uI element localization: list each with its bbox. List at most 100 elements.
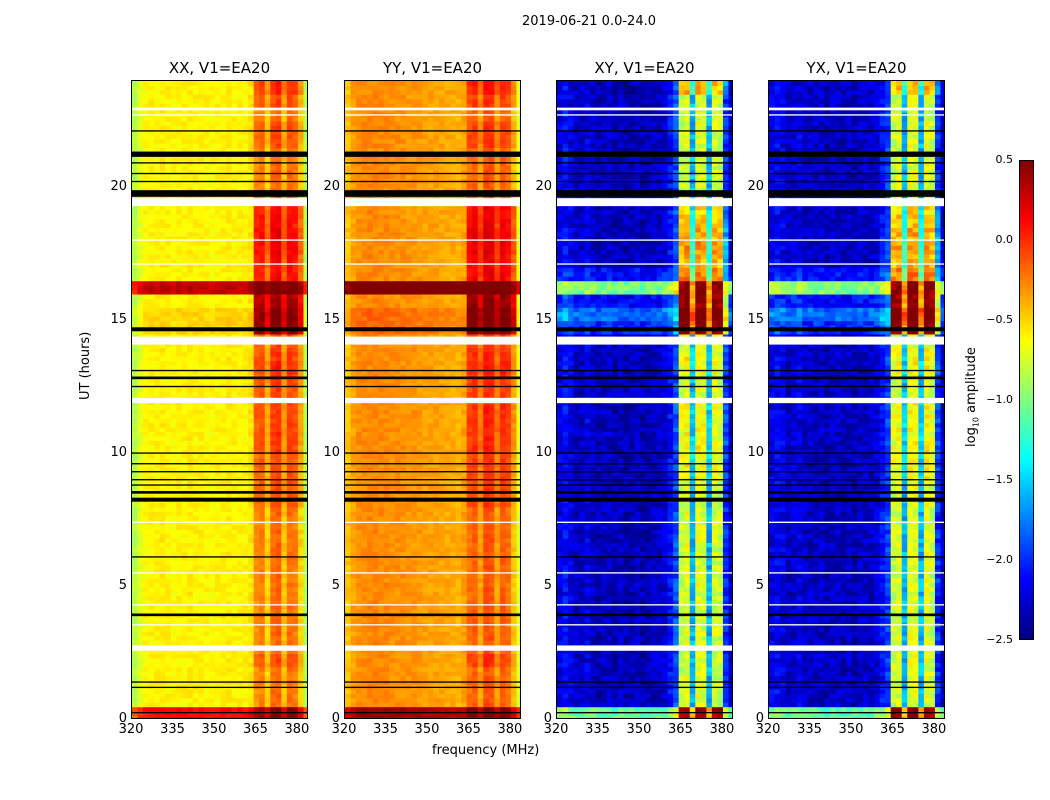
heatmap-cell [231, 524, 238, 530]
heatmap-cell [176, 116, 183, 122]
heatmap-cell [242, 311, 249, 317]
heatmap-cell [132, 617, 139, 623]
heatmap-cell [248, 702, 255, 708]
heatmap-cell [214, 258, 221, 264]
heatmap-cell [192, 294, 199, 299]
heatmap-cell [297, 484, 304, 490]
heatmap-cell [275, 533, 282, 539]
heatmap-cell [303, 697, 307, 703]
heatmap-cell [170, 502, 177, 508]
heatmap-cell [297, 183, 304, 188]
heatmap-cell [270, 551, 277, 557]
heatmap-cell [165, 209, 172, 215]
heatmap-cell [292, 174, 299, 180]
heatmap-cell [170, 626, 177, 632]
heatmap-cell [248, 254, 255, 259]
heatmap-cell [264, 475, 271, 481]
heatmap-cell [248, 449, 255, 455]
heatmap-cell [154, 502, 161, 508]
heatmap-cell [214, 169, 221, 175]
heatmap-cell [181, 245, 188, 251]
heatmap-cell [170, 218, 177, 224]
heatmap-cell [209, 586, 216, 592]
heatmap-cell [297, 418, 304, 424]
heatmap-cell [275, 502, 282, 508]
heatmap-cell [226, 542, 233, 548]
heatmap-cell [461, 706, 468, 712]
heatmap-cell [264, 165, 271, 171]
heatmap-cell [270, 657, 277, 663]
heatmap-cell [248, 693, 255, 699]
heatmap-cell [286, 378, 293, 384]
heatmap-cell [198, 85, 205, 91]
heatmap-cell [483, 675, 490, 681]
heatmap-cell [248, 529, 255, 535]
heatmap-cell [433, 715, 440, 718]
heatmap-cell [248, 617, 255, 623]
heatmap-cell [209, 422, 216, 428]
blank-row [132, 180, 307, 183]
heatmap-cell [303, 444, 307, 450]
heatmap-cell [159, 409, 166, 415]
heatmap-cell [253, 515, 260, 521]
heatmap-cell [176, 609, 183, 614]
heatmap-cell [187, 165, 194, 171]
heatmap-cell [248, 85, 255, 91]
heatmap-cell [253, 706, 260, 712]
heatmap-cell [214, 285, 221, 291]
heatmap-cell [259, 98, 266, 104]
heatmap-cell [242, 458, 249, 464]
heatmap-cell [297, 223, 304, 228]
heatmap-cell [422, 688, 429, 694]
heatmap-cell [209, 254, 216, 259]
heatmap-cell [242, 85, 249, 91]
heatmap-cell [292, 120, 299, 126]
heatmap-cell [226, 529, 233, 535]
heatmap-cell [472, 702, 479, 708]
blank-row [132, 491, 307, 494]
heatmap-cell [292, 493, 299, 499]
heatmap-cell [231, 120, 238, 126]
heatmap-cell [303, 533, 307, 539]
heatmap-cell [165, 307, 172, 313]
heatmap-cell [192, 81, 199, 86]
heatmap-cell [198, 604, 205, 610]
heatmap-cell [170, 573, 177, 579]
heatmap-cell [286, 631, 293, 637]
heatmap-cell [275, 391, 282, 397]
heatmap-cell [259, 254, 266, 259]
heatmap-cell [281, 702, 288, 708]
heatmap-cell [137, 604, 144, 610]
heatmap-cell [281, 462, 288, 468]
heatmap-cell [137, 662, 144, 668]
heatmap-cell [275, 329, 282, 335]
heatmap-cell [148, 715, 155, 718]
heatmap-cell [253, 138, 260, 144]
heatmap-cell [214, 591, 221, 597]
heatmap-cell [281, 316, 288, 322]
heatmap-cell [209, 156, 216, 162]
heatmap-cell [231, 493, 238, 499]
heatmap-cell [143, 94, 150, 100]
heatmap-cell [297, 449, 304, 455]
heatmap-cell [350, 706, 357, 712]
heatmap-cell [433, 706, 440, 712]
heatmap-cell [253, 431, 260, 437]
heatmap-cell [198, 249, 205, 255]
heatmap-cell [297, 85, 304, 91]
heatmap-cell [270, 347, 277, 353]
heatmap-cell [132, 595, 139, 601]
heatmap-cell [143, 120, 150, 126]
heatmap-cell [187, 280, 194, 286]
heatmap-cell [270, 555, 277, 561]
heatmap-cell [165, 693, 172, 699]
heatmap-cell [148, 276, 155, 282]
heatmap-cell [198, 174, 205, 180]
heatmap-cell [292, 404, 299, 410]
heatmap-cell [148, 555, 155, 561]
heatmap-cell [165, 431, 172, 437]
heatmap-cell [286, 183, 293, 188]
heatmap-cell [270, 156, 277, 162]
heatmap-cell [292, 387, 299, 393]
heatmap-cell [132, 706, 139, 712]
